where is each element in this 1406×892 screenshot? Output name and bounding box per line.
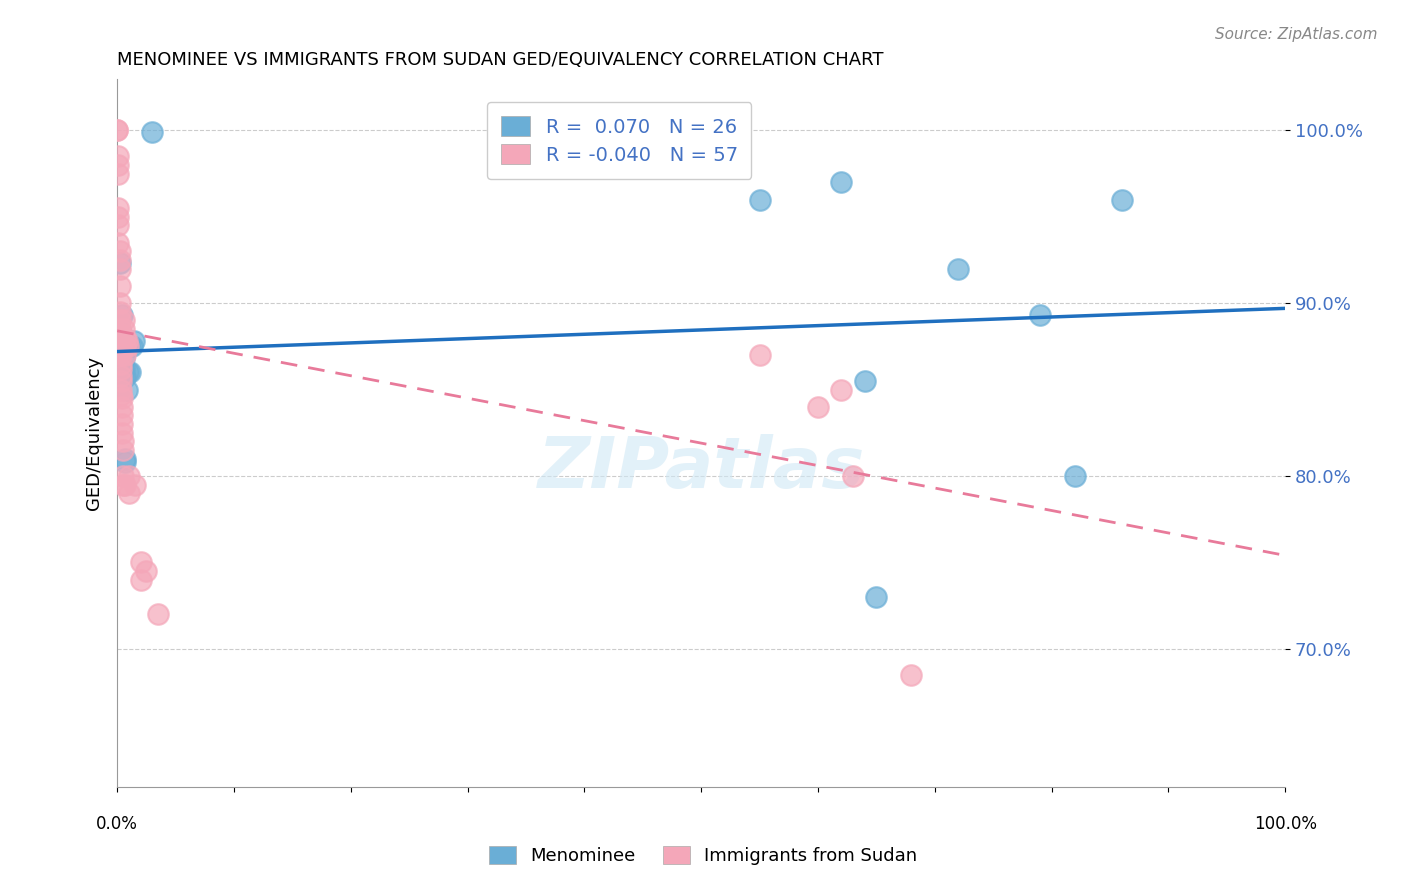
Point — [107, 210, 129, 224]
Point — [114, 451, 136, 466]
Point — [108, 252, 131, 267]
Text: 0.0%: 0.0% — [96, 815, 138, 833]
Point — [112, 334, 135, 348]
Point — [830, 383, 852, 397]
Point — [118, 486, 141, 500]
Point — [141, 125, 163, 139]
Legend: Menominee, Immigrants from Sudan: Menominee, Immigrants from Sudan — [479, 837, 927, 874]
Point — [1029, 308, 1052, 322]
Text: Source: ZipAtlas.com: Source: ZipAtlas.com — [1215, 27, 1378, 42]
Point — [111, 409, 134, 423]
Point — [110, 383, 132, 397]
Point — [117, 339, 139, 353]
Point — [112, 469, 135, 483]
Point — [107, 158, 129, 172]
Point — [112, 322, 135, 336]
Point — [108, 334, 131, 348]
Point — [107, 201, 129, 215]
Point — [108, 296, 131, 310]
Point — [107, 167, 129, 181]
Point — [108, 339, 131, 353]
Point — [946, 261, 969, 276]
Point — [748, 193, 770, 207]
Legend: R =  0.070   N = 26, R = -0.040   N = 57: R = 0.070 N = 26, R = -0.040 N = 57 — [488, 103, 751, 178]
Point — [112, 361, 135, 376]
Point — [146, 607, 169, 622]
Point — [105, 335, 128, 350]
Point — [118, 469, 141, 483]
Point — [115, 383, 138, 397]
Point — [114, 348, 136, 362]
Point — [107, 235, 129, 250]
Point — [108, 256, 131, 270]
Point — [111, 391, 134, 405]
Point — [853, 374, 876, 388]
Text: ZIPatlas: ZIPatlas — [537, 434, 865, 503]
Point — [1064, 469, 1087, 483]
Point — [112, 351, 135, 366]
Y-axis label: GED/Equivalency: GED/Equivalency — [86, 356, 103, 510]
Point — [115, 334, 138, 348]
Point — [748, 348, 770, 362]
Point — [830, 175, 852, 189]
Point — [112, 477, 135, 491]
Point — [108, 322, 131, 336]
Point — [110, 361, 132, 376]
Point — [110, 374, 132, 388]
Point — [108, 279, 131, 293]
Point — [108, 244, 131, 259]
Point — [105, 123, 128, 137]
Point — [110, 357, 132, 371]
Point — [112, 313, 135, 327]
Point — [108, 344, 131, 359]
Point — [118, 337, 141, 351]
Point — [114, 331, 136, 345]
Point — [110, 368, 132, 383]
Point — [900, 667, 922, 681]
Point — [111, 400, 134, 414]
Point — [105, 123, 128, 137]
Point — [110, 326, 132, 340]
Point — [112, 339, 135, 353]
Point — [112, 443, 135, 458]
Point — [111, 417, 134, 431]
Point — [108, 313, 131, 327]
Point — [107, 219, 129, 233]
Point — [114, 370, 136, 384]
Point — [108, 261, 131, 276]
Point — [135, 564, 157, 578]
Point — [111, 308, 134, 322]
Point — [114, 455, 136, 469]
Point — [108, 327, 131, 342]
Point — [1111, 193, 1133, 207]
Point — [865, 590, 887, 604]
Point — [124, 477, 146, 491]
Point — [118, 365, 141, 379]
Text: MENOMINEE VS IMMIGRANTS FROM SUDAN GED/EQUIVALENCY CORRELATION CHART: MENOMINEE VS IMMIGRANTS FROM SUDAN GED/E… — [117, 51, 884, 69]
Point — [111, 425, 134, 440]
Point — [122, 334, 145, 348]
Point — [129, 555, 152, 569]
Point — [842, 469, 865, 483]
Point — [110, 348, 132, 362]
Point — [117, 365, 139, 379]
Text: 100.0%: 100.0% — [1254, 815, 1316, 833]
Point — [121, 339, 143, 353]
Point — [807, 400, 830, 414]
Point — [114, 477, 136, 491]
Point — [108, 305, 131, 319]
Point — [114, 339, 136, 353]
Point — [129, 573, 152, 587]
Point — [112, 434, 135, 449]
Point — [110, 388, 132, 402]
Point — [107, 149, 129, 163]
